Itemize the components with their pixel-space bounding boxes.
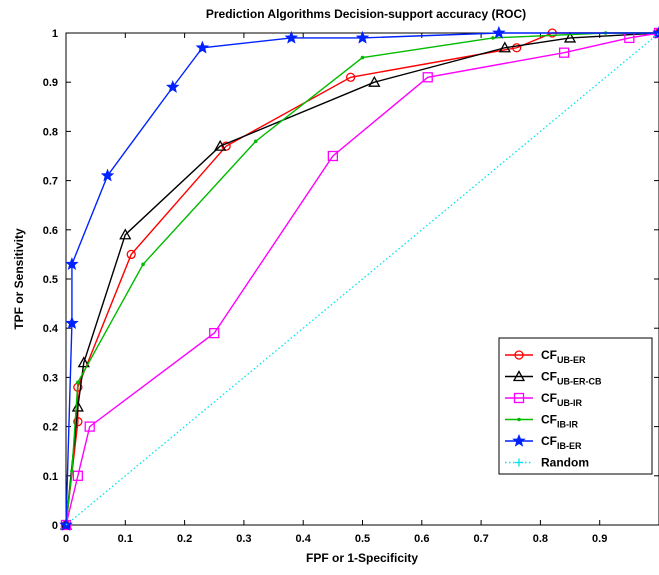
- x-tick-label: 0.3: [236, 533, 251, 545]
- x-axis-label: FPF or 1-Specificity: [306, 551, 418, 565]
- legend-marker: [515, 458, 523, 467]
- legend-label-sub: UB-ER-CB: [557, 377, 602, 387]
- data-point: [141, 262, 145, 267]
- y-tick-label: 0.5: [43, 274, 58, 286]
- series-line: [65, 32, 659, 526]
- data-point: [65, 316, 79, 330]
- y-tick-label: 0.1: [43, 471, 58, 483]
- data-point: [492, 25, 506, 39]
- legend-entry-label: CFUB-ER: [541, 348, 586, 365]
- series-random: [65, 32, 659, 526]
- legend-marker: [512, 370, 526, 382]
- data-point: [72, 470, 84, 481]
- data-point: [209, 327, 220, 339]
- legend-label-main: CF: [541, 413, 557, 427]
- legend-marker: [514, 350, 524, 360]
- legend-entry-label: CFUB-ER-CB: [541, 370, 602, 387]
- legend-label-main: CF: [541, 434, 557, 448]
- legend-marker: [512, 433, 526, 447]
- y-tick-label: 0.4: [43, 323, 59, 335]
- legend-label-main: CF: [541, 348, 557, 362]
- series-cf-ib-er: [59, 25, 659, 531]
- data-point: [491, 36, 495, 40]
- data-point: [70, 469, 74, 473]
- x-tick-label: 0.1: [118, 533, 133, 545]
- data-point: [253, 139, 258, 144]
- x-tick-label: 0.6: [414, 533, 429, 545]
- data-point: [284, 30, 299, 44]
- y-tick-label: 0: [52, 520, 58, 532]
- y-axis-label: TPF or Sensitivity: [12, 228, 26, 330]
- data-point: [119, 228, 132, 240]
- chart-legend: CFUB-ERCFUB-ER-CBCFUB-IRCFIB-IRCFIB-ERRa…: [498, 337, 653, 475]
- chart-title: Prediction Algorithms Decision-support a…: [206, 7, 526, 21]
- x-tick-label: 0.4: [296, 533, 312, 545]
- series-line: [65, 32, 659, 526]
- x-tick-label: 0.5: [355, 533, 370, 545]
- data-point: [558, 47, 570, 58]
- data-point: [84, 421, 95, 432]
- y-tick-label: 0.8: [43, 126, 58, 138]
- data-point: [165, 80, 180, 93]
- data-point: [65, 257, 79, 270]
- series-layer: [59, 25, 659, 531]
- x-tick-label: 0: [63, 533, 69, 545]
- y-axis-ticks: 0 0.1 0.2 0.3 0.4 0.5 0.6 0.7 0.8 0.9 1: [43, 28, 659, 532]
- data-point: [71, 400, 84, 412]
- data-point: [214, 139, 227, 151]
- legend-marker: [513, 392, 525, 404]
- x-tick-label: 0.7: [473, 533, 488, 545]
- legend-entry-label: CFIB-IR: [541, 413, 578, 430]
- y-tick-label: 0.9: [43, 77, 58, 89]
- legend-label-main: CF: [541, 370, 557, 384]
- y-tick-label: 1: [52, 28, 58, 40]
- legend-entry-label: CFUB-IR: [541, 391, 582, 408]
- legend-label-sub: UB-IR: [557, 398, 582, 408]
- y-tick-label: 0.7: [43, 176, 58, 188]
- legend-label-sub: IB-ER: [557, 441, 582, 451]
- data-point: [195, 40, 210, 54]
- legend-label-main: CF: [541, 391, 557, 405]
- legend-entry-label: CFIB-ER: [541, 434, 582, 451]
- data-point: [327, 150, 339, 162]
- legend-entry-label: Random: [541, 456, 589, 470]
- data-point: [563, 31, 577, 43]
- data-point: [73, 417, 83, 427]
- data-point: [221, 141, 231, 151]
- y-tick-label: 0.2: [43, 422, 58, 434]
- legend-marker: [517, 417, 521, 422]
- series-line: [65, 32, 659, 526]
- series-line: [65, 32, 659, 526]
- data-point: [512, 43, 522, 53]
- data-point: [126, 249, 136, 260]
- legend-box: [498, 337, 653, 475]
- data-point: [360, 55, 365, 60]
- data-point: [368, 75, 381, 87]
- legend-label-sub: UB-ER: [557, 355, 586, 365]
- data-point: [345, 72, 356, 82]
- y-tick-label: 0.6: [43, 225, 58, 237]
- data-point: [652, 25, 659, 39]
- legend-label-main: Random: [541, 456, 589, 470]
- data-point: [498, 41, 511, 53]
- data-point: [422, 72, 433, 83]
- data-point: [100, 168, 115, 182]
- y-tick-label: 0.3: [43, 372, 58, 384]
- legend-label-sub: IB-IR: [557, 420, 578, 430]
- x-tick-label: 0.9: [592, 533, 607, 545]
- x-tick-label: 0.2: [177, 533, 192, 545]
- data-point: [76, 380, 80, 385]
- data-point: [77, 356, 90, 368]
- data-point: [355, 30, 370, 44]
- x-tick-label: 0.8: [533, 533, 548, 545]
